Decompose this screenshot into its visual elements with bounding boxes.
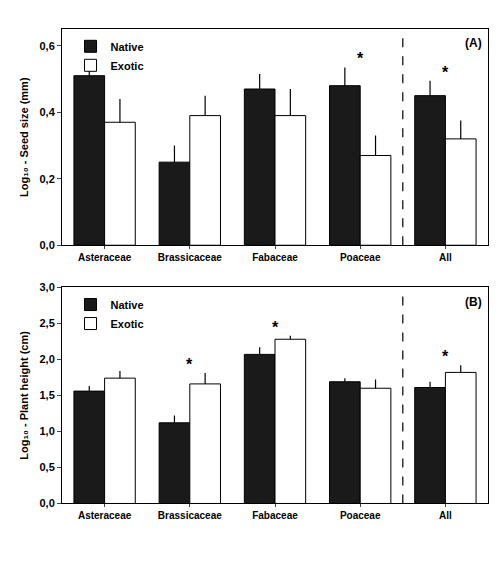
svg-text:*: * xyxy=(186,356,193,373)
svg-text:Brassicaceae: Brassicaceae xyxy=(158,510,222,521)
svg-text:Poaceae: Poaceae xyxy=(340,252,381,263)
svg-text:Asteraceae: Asteraceae xyxy=(78,252,132,263)
svg-text:0,2: 0,2 xyxy=(40,173,55,185)
svg-text:(A): (A) xyxy=(465,36,482,50)
svg-text:0,6: 0,6 xyxy=(40,40,55,52)
svg-text:2,0: 2,0 xyxy=(40,353,55,365)
svg-text:Exotic: Exotic xyxy=(111,318,144,330)
svg-text:(B): (B) xyxy=(465,295,482,309)
svg-text:Asteraceae: Asteraceae xyxy=(78,510,132,521)
svg-text:1,0: 1,0 xyxy=(40,425,55,437)
svg-text:*: * xyxy=(442,64,449,81)
svg-text:Poaceae: Poaceae xyxy=(340,510,381,521)
svg-text:Fabaceae: Fabaceae xyxy=(252,252,298,263)
svg-text:Native: Native xyxy=(111,299,144,311)
svg-text:*: * xyxy=(357,50,364,67)
svg-text:Brassicaceae: Brassicaceae xyxy=(158,252,222,263)
svg-text:0,4: 0,4 xyxy=(40,106,56,118)
svg-text:*: * xyxy=(272,319,279,336)
svg-text:Fabaceae: Fabaceae xyxy=(252,510,298,521)
svg-text:Log₁₀ - Seed size (mm): Log₁₀ - Seed size (mm) xyxy=(18,77,30,197)
svg-text:0,5: 0,5 xyxy=(40,461,55,473)
svg-text:1,5: 1,5 xyxy=(40,389,55,401)
svg-text:Log₁₀ - Plant height (cm): Log₁₀ - Plant height (cm) xyxy=(18,331,30,460)
svg-text:All: All xyxy=(439,510,452,521)
svg-text:Exotic: Exotic xyxy=(111,60,144,72)
svg-text:2,5: 2,5 xyxy=(40,317,55,329)
svg-text:*: * xyxy=(442,348,449,365)
svg-text:0,0: 0,0 xyxy=(40,497,55,509)
svg-text:Native: Native xyxy=(111,41,144,53)
svg-text:0,0: 0,0 xyxy=(40,239,55,251)
svg-text:3,0: 3,0 xyxy=(40,281,55,293)
svg-text:All: All xyxy=(439,252,452,263)
